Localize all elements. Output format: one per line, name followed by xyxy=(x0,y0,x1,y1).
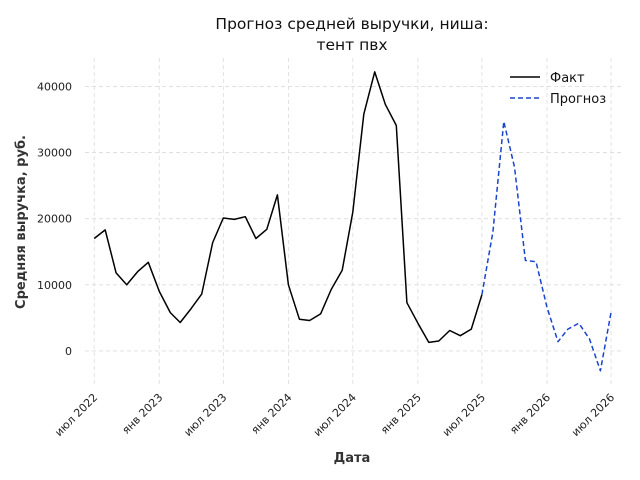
legend-label-fact: Факт xyxy=(550,71,585,86)
legend-label-forecast: Прогноз xyxy=(550,92,606,107)
y-axis-label: Средняя выручка, руб. xyxy=(14,135,29,309)
series-lines xyxy=(93,71,612,372)
y-tick-label: 40000 xyxy=(37,80,72,93)
legend: Факт Прогноз xyxy=(510,71,606,107)
x-tick-labels: июл 2022 янв 2023 июл 2023 янв 2024 июл 2024… xyxy=(52,391,617,439)
x-tick-label: янв 2023 xyxy=(120,391,166,437)
x-tick-label: июл 2022 xyxy=(52,391,100,439)
grid xyxy=(85,58,622,386)
y-tick-label: 30000 xyxy=(37,147,72,160)
x-tick-label: янв 2025 xyxy=(378,391,424,437)
series-line-forecast xyxy=(481,120,612,372)
chart-title-line-2: тент пвх xyxy=(316,36,387,54)
series-line-fact xyxy=(93,71,483,344)
x-tick-label: июл 2025 xyxy=(440,391,488,439)
y-tick-label: 20000 xyxy=(37,213,72,226)
y-tick-labels: 0 10000 20000 30000 40000 xyxy=(37,80,72,358)
x-tick-label: янв 2024 xyxy=(249,391,295,437)
x-tick-label: янв 2026 xyxy=(507,391,553,437)
chart-title-line-1: Прогноз средней выручки, ниша: xyxy=(215,15,488,33)
x-tick-label: июл 2026 xyxy=(569,391,617,439)
y-tick-label: 10000 xyxy=(37,279,72,292)
x-axis-label: Дата xyxy=(334,451,371,466)
y-tick-label: 0 xyxy=(65,345,72,358)
x-tick-label: июл 2023 xyxy=(181,391,229,439)
x-tick-label: июл 2024 xyxy=(311,391,359,439)
